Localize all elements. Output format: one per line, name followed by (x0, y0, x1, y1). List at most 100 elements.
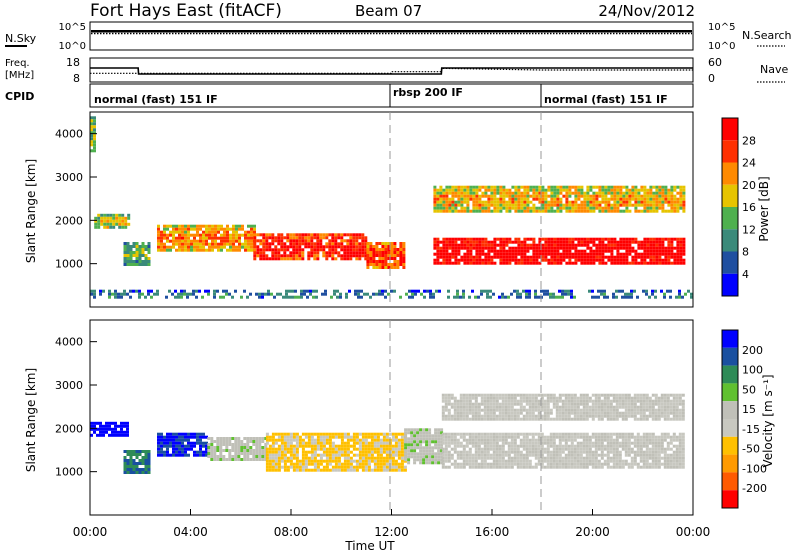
heatmap-cell (393, 254, 397, 257)
heatmap-cell (238, 236, 241, 240)
heatmap-cell (616, 261, 620, 265)
heatmap-cell (169, 441, 172, 445)
heatmap-cell (675, 450, 679, 454)
heatmap-cell (612, 438, 616, 442)
heatmap-cell (90, 292, 93, 296)
heatmap-cell (519, 393, 523, 397)
heatmap-cell (364, 239, 368, 243)
heatmap-cell (112, 222, 116, 226)
heatmap-cell (510, 465, 514, 469)
heatmap-cell (478, 249, 482, 253)
heatmap-cell (390, 245, 394, 248)
heatmap-cell (240, 446, 244, 449)
heatmap-cell (528, 465, 532, 469)
heatmap-cell (114, 421, 117, 425)
heatmap-cell (511, 249, 515, 253)
heatmap-cell (307, 254, 311, 258)
heatmap-cell (678, 462, 682, 466)
heatmap-cell (325, 245, 329, 249)
heatmap-cell (413, 455, 417, 459)
heatmap-cell (432, 295, 435, 299)
heatmap-cell (487, 261, 491, 265)
heatmap-cell (364, 254, 368, 258)
heatmap-cell (577, 249, 581, 253)
heatmap-cell (634, 240, 638, 244)
heatmap-cell (431, 461, 435, 465)
heatmap-cell (276, 292, 279, 296)
heatmap-cell (544, 243, 548, 247)
heatmap-cell (442, 197, 446, 201)
heatmap-cell (117, 295, 120, 299)
heatmap-cell (325, 438, 329, 442)
heatmap-cell (229, 248, 232, 252)
heatmap-cell (649, 188, 653, 192)
heatmap-cell (669, 438, 673, 442)
heatmap-cell (244, 236, 247, 240)
heatmap-cell (444, 447, 448, 451)
heatmap-cell (286, 441, 290, 445)
heatmap-cell (469, 246, 473, 250)
heatmap-cell (274, 432, 278, 436)
heatmap-cell (454, 188, 458, 192)
heatmap-cell (243, 289, 246, 293)
heatmap-cell (486, 447, 490, 451)
heatmap-cell (117, 433, 120, 437)
heatmap-cell (129, 453, 133, 456)
heatmap-cell (369, 254, 373, 257)
heatmap-cell (322, 468, 326, 472)
heatmap-cell (477, 444, 481, 448)
heatmap-cell (277, 438, 281, 442)
heatmap-cell (621, 465, 625, 469)
heatmap-cell (295, 447, 299, 451)
heatmap-cell (459, 453, 463, 457)
heatmap-cell (471, 289, 474, 293)
heatmap-cell (316, 462, 320, 466)
heatmap-cell (504, 396, 508, 400)
heatmap-cell (514, 209, 518, 213)
heatmap-cell (322, 236, 326, 240)
heatmap-cell (367, 432, 371, 436)
heatmap-cell (460, 243, 464, 247)
heatmap-cell (466, 200, 470, 204)
heatmap-cell (256, 239, 260, 243)
heatmap-cell (258, 440, 262, 443)
heatmap-cell (355, 254, 359, 258)
heatmap-cell (667, 252, 671, 256)
heatmap-cell (147, 468, 151, 471)
heatmap-cell (486, 465, 490, 469)
heatmap-cell (337, 233, 341, 237)
heatmap-cell (591, 441, 595, 445)
heatmap-cell (264, 443, 268, 446)
heatmap-cell (271, 453, 275, 457)
heatmap-cell (310, 245, 314, 249)
heatmap-cell (367, 435, 371, 439)
heatmap-cell (441, 465, 445, 469)
heatmap-cell (90, 128, 93, 132)
heatmap-cell (546, 408, 550, 412)
heatmap-cell (249, 449, 253, 452)
heatmap-cell (132, 453, 136, 456)
heatmap-cell (166, 233, 169, 237)
heatmap-cell (343, 435, 347, 439)
heatmap-cell (549, 450, 553, 454)
heatmap-cell (384, 295, 387, 299)
heatmap-cell (658, 255, 662, 259)
heatmap-cell (514, 185, 518, 189)
heatmap-cell (492, 411, 496, 415)
heatmap-cell (369, 248, 373, 251)
heatmap-cell (622, 191, 626, 195)
heatmap-cell (361, 450, 365, 454)
heatmap-cell (499, 237, 503, 241)
heatmap-cell (565, 237, 569, 241)
heatmap-cell (433, 197, 437, 201)
heatmap-cell (381, 266, 385, 269)
heatmap-cell (298, 245, 302, 249)
heatmap-cell (561, 289, 564, 293)
heatmap-cell (175, 441, 178, 445)
heatmap-cell (649, 261, 653, 265)
heatmap-cell (126, 421, 129, 425)
heatmap-cell (561, 402, 565, 406)
heatmap-cell (519, 417, 523, 421)
heatmap-cell (265, 432, 269, 436)
heatmap-cell (679, 258, 683, 262)
